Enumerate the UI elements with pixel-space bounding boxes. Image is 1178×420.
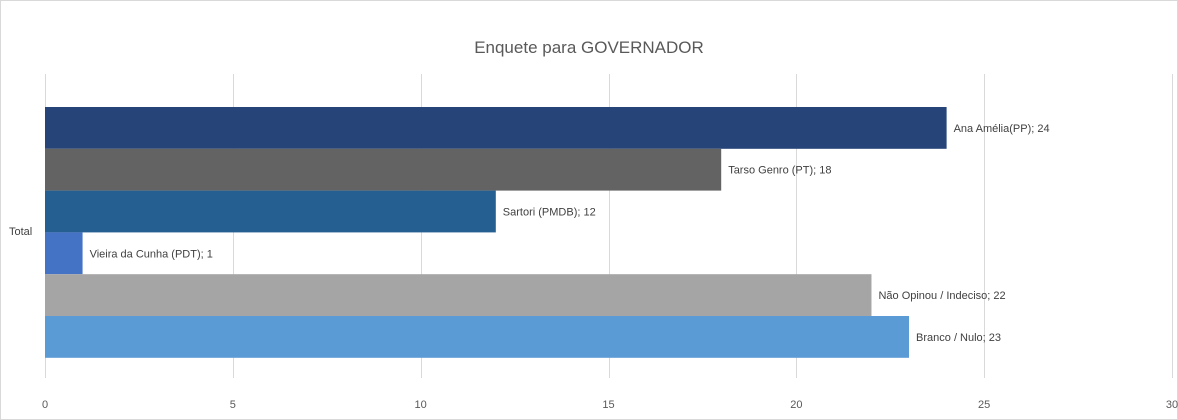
bar (45, 107, 947, 149)
x-tick-label: 30 (1166, 399, 1178, 411)
x-tick-label: 5 (230, 399, 236, 411)
bar (45, 274, 872, 316)
data-label: Tarso Genro (PT); 18 (728, 165, 831, 177)
bar (45, 232, 83, 275)
bar (45, 148, 722, 191)
x-tick-label: 15 (602, 399, 614, 411)
x-tick-label: 25 (978, 399, 990, 411)
data-label: Vieira da Cunha (PDT); 1 (90, 248, 213, 260)
bars (45, 107, 947, 358)
data-label: Branco / Nulo; 23 (916, 332, 1001, 344)
chart-title: Enquete para GOVERNADOR (474, 38, 704, 57)
x-tick-label: 10 (415, 399, 427, 411)
data-label: Sartori (PMDB); 12 (503, 207, 596, 219)
bar (45, 316, 910, 358)
x-tick-label: 0 (42, 399, 48, 411)
data-labels: Ana Amélia(PP); 24 Tarso Genro (PT); 18 Sa… (90, 123, 1050, 344)
data-label: Ana Amélia(PP); 24 (954, 123, 1050, 135)
bar (45, 190, 496, 233)
category-label-total: Total (9, 226, 32, 238)
data-label: Não Opinou / Indeciso; 22 (878, 290, 1005, 302)
x-tick-label: 20 (790, 399, 802, 411)
x-axis-ticks: 0 5 10 15 20 25 30 (42, 399, 1178, 411)
